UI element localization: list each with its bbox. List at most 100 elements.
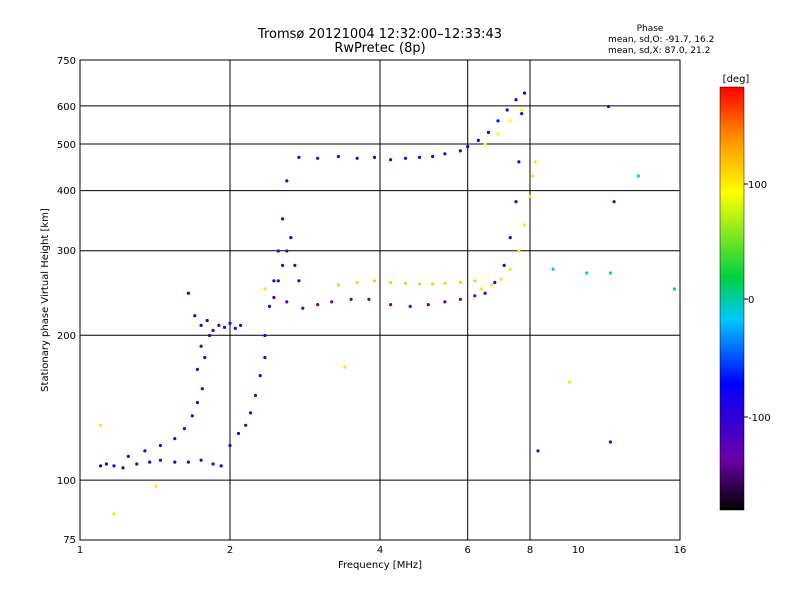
- data-point: [636, 174, 641, 178]
- data-point: [585, 271, 589, 275]
- data-point: [330, 300, 334, 304]
- data-point: [508, 236, 512, 240]
- data-point: [186, 291, 190, 295]
- data-point: [517, 249, 521, 253]
- data-point: [289, 236, 293, 240]
- data-point: [522, 223, 527, 227]
- x-tick-label: 6: [465, 545, 471, 556]
- data-point: [316, 156, 320, 160]
- data-point: [135, 462, 139, 466]
- y-axis-label: Stationary phase Virtual Height [km]: [40, 208, 51, 392]
- data-point: [228, 321, 232, 325]
- data-point: [517, 160, 521, 164]
- data-point: [567, 380, 572, 384]
- data-point: [443, 152, 447, 156]
- data-point: [195, 401, 199, 405]
- colorbar-tick-label: -100: [748, 413, 771, 424]
- data-point: [236, 431, 241, 436]
- data-point: [195, 367, 199, 371]
- data-point: [458, 149, 462, 153]
- data-point: [508, 119, 512, 123]
- y-tick-label: 750: [57, 56, 76, 67]
- y-tick-label: 500: [57, 140, 76, 151]
- data-point: [173, 437, 177, 441]
- data-point: [297, 155, 301, 159]
- x-tick-label: 2: [227, 545, 233, 556]
- data-point: [233, 326, 237, 330]
- data-point: [205, 318, 209, 323]
- data-point: [490, 283, 494, 287]
- data-point: [443, 281, 447, 285]
- data-point: [143, 449, 147, 453]
- data-point: [403, 281, 408, 285]
- data-point: [219, 464, 223, 468]
- data-point: [272, 295, 276, 300]
- chart-title: Tromsø 20121004 12:32:00–12:33:43: [257, 27, 502, 42]
- chart-subtitle: RwPretec (8p): [334, 41, 425, 56]
- data-point: [297, 279, 301, 283]
- y-tick-label: 200: [57, 331, 76, 342]
- data-point: [672, 287, 677, 291]
- data-point: [104, 462, 108, 466]
- data-point: [263, 333, 267, 338]
- phase-stats-o: mean, sd,O: -91.7, 16.2: [608, 35, 714, 45]
- data-point: [608, 440, 613, 444]
- data-point: [496, 119, 500, 123]
- data-point: [336, 154, 340, 159]
- data-point: [148, 460, 152, 464]
- x-tick-label: 1: [77, 545, 83, 556]
- data-point: [276, 279, 280, 283]
- data-point: [199, 323, 203, 327]
- data-point: [316, 303, 320, 307]
- data-point: [253, 393, 258, 398]
- data-point: [431, 154, 435, 159]
- y-tick-label: 600: [57, 102, 76, 113]
- y-tick-label: 75: [63, 535, 76, 546]
- data-point: [285, 300, 289, 304]
- data-point: [493, 280, 497, 285]
- data-point: [217, 323, 221, 327]
- data-point: [211, 328, 215, 332]
- x-axis-label: Frequency [MHz]: [338, 560, 422, 571]
- data-point: [367, 297, 371, 301]
- data-point: [486, 130, 490, 134]
- data-point: [285, 179, 289, 183]
- data-point: [193, 314, 197, 318]
- data-point: [343, 365, 347, 369]
- data-point: [528, 194, 532, 198]
- data-point: [473, 294, 477, 298]
- data-point: [480, 287, 484, 291]
- data-point: [431, 282, 435, 286]
- y-tick-labels: 75 100 200 300 400 500 600 750: [57, 56, 76, 546]
- data-point: [285, 249, 289, 253]
- x-tick-label: 16: [674, 545, 687, 556]
- data-point: [112, 464, 116, 468]
- data-point: [372, 155, 377, 159]
- data-point: [281, 263, 285, 267]
- data-point: [244, 423, 248, 427]
- data-point: [203, 355, 207, 360]
- data-point: [483, 142, 487, 147]
- data-point: [336, 283, 340, 287]
- data-point: [612, 200, 616, 204]
- data-point: [267, 304, 272, 308]
- data-point: [263, 355, 267, 360]
- data-point: [458, 297, 462, 301]
- data-point: [99, 464, 103, 468]
- colorbar-label: [deg]: [723, 74, 750, 85]
- data-point: [417, 155, 422, 159]
- data-point: [426, 303, 430, 307]
- data-point: [473, 279, 477, 283]
- data-point: [499, 277, 503, 281]
- data-point: [502, 263, 506, 267]
- data-point: [112, 512, 116, 516]
- data-point: [249, 411, 253, 415]
- data-point: [200, 387, 204, 391]
- data-point: [458, 280, 462, 285]
- data-point: [272, 279, 276, 283]
- data-point: [99, 423, 103, 427]
- data-point: [173, 460, 177, 464]
- data-point: [258, 374, 262, 378]
- data-point: [443, 300, 447, 304]
